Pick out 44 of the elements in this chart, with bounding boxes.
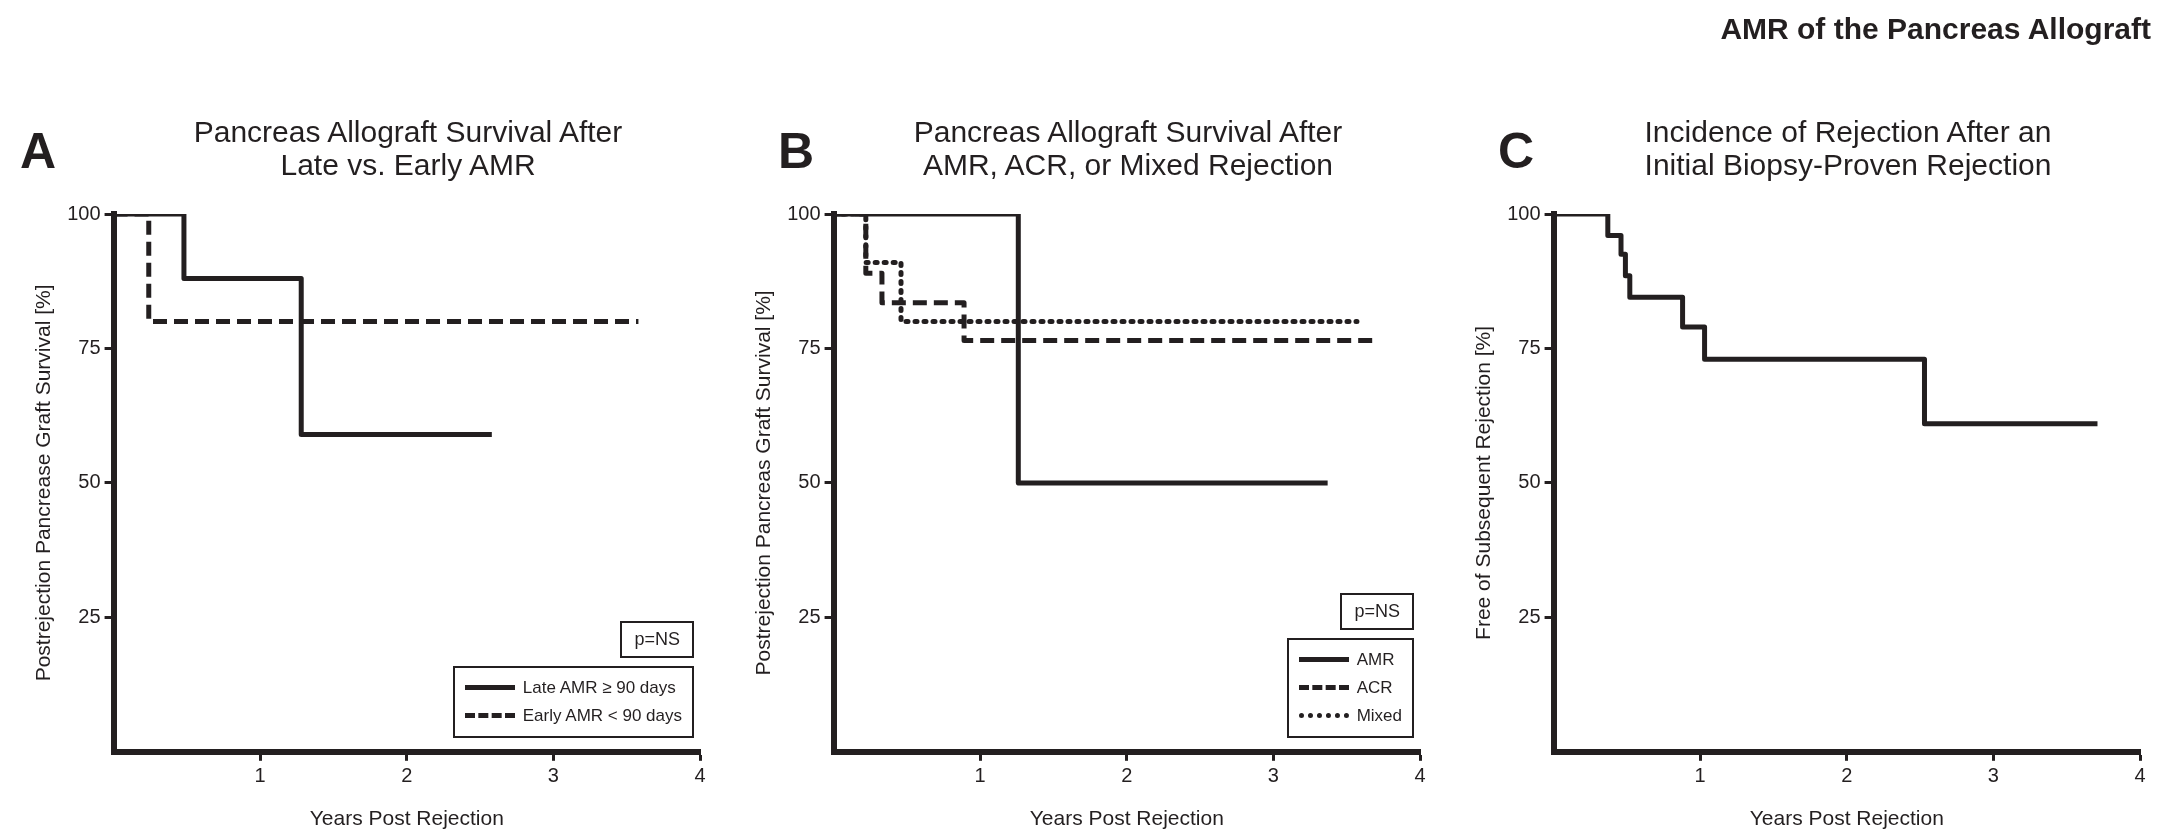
x-tick-label: 3	[1267, 764, 1279, 787]
x-axis-title: Years Post Rejection	[309, 806, 504, 830]
legend-label: ACR	[1356, 676, 1393, 699]
legend-label: Late AMR ≥ 90 days	[522, 676, 676, 699]
annotation: p=NS	[1340, 592, 1414, 630]
legend-label: AMR	[1356, 648, 1395, 671]
y-tick-label: 50	[798, 470, 821, 493]
y-tick-label: 100	[787, 201, 821, 224]
annotation: p=NS	[620, 620, 694, 658]
x-axis-title: Years Post Rejection	[1029, 806, 1224, 830]
y-tick-label: 75	[78, 335, 101, 358]
text: C	[1498, 123, 1535, 179]
chart-title: Pancreas Allograft Survival After AMR, ACR, or Mixed Rejection	[912, 115, 1344, 181]
chart-title: Pancreas Allograft Survival After Late vs. Early AMR	[192, 115, 624, 181]
x-tick-label: 3	[1987, 764, 1999, 787]
x-tick-label: 1	[254, 764, 266, 787]
x-tick-label: 2	[1121, 764, 1133, 787]
chart-title: Incidence of Rejection After an Initial Biopsy-Proven Rejection	[1643, 115, 2053, 181]
y-tick-label: 75	[1518, 335, 1541, 358]
y-tick-label: 100	[1507, 201, 1541, 224]
y-tick-label: 75	[798, 335, 821, 358]
x-tick-label: 2	[1841, 764, 1853, 787]
y-tick-label: 100	[67, 201, 101, 224]
y-axis-title: Postrejection Pancreas Graft Survival [%]	[751, 290, 775, 676]
x-tick-label: 3	[547, 764, 559, 787]
y-axis-title: Postrejection Pancrease Graft Survival [%]	[31, 284, 55, 682]
x-tick-label: 1	[974, 764, 986, 787]
y-tick-label: 50	[1518, 470, 1541, 493]
x-tick-label: 4	[2134, 764, 2146, 787]
text: B	[778, 123, 815, 179]
y-axis-title: Free of Subsequent Rejection [%]	[1471, 325, 1495, 640]
x-tick-label: 2	[401, 764, 413, 787]
y-tick-label: 25	[78, 604, 101, 627]
legend-label: Mixed	[1356, 704, 1402, 727]
y-tick-label: 25	[1518, 604, 1541, 627]
text: AMR of the Pancreas Allograft	[1720, 12, 2151, 46]
x-tick-label: 4	[694, 764, 706, 787]
x-axis-title: Years Post Rejection	[1749, 806, 1944, 830]
x-tick-label: 1	[1694, 764, 1706, 787]
y-tick-label: 50	[78, 470, 101, 493]
text: A	[20, 123, 57, 179]
legend-label: Early AMR < 90 days	[522, 704, 682, 727]
y-tick-label: 25	[798, 604, 821, 627]
x-tick-label: 4	[1414, 764, 1426, 787]
